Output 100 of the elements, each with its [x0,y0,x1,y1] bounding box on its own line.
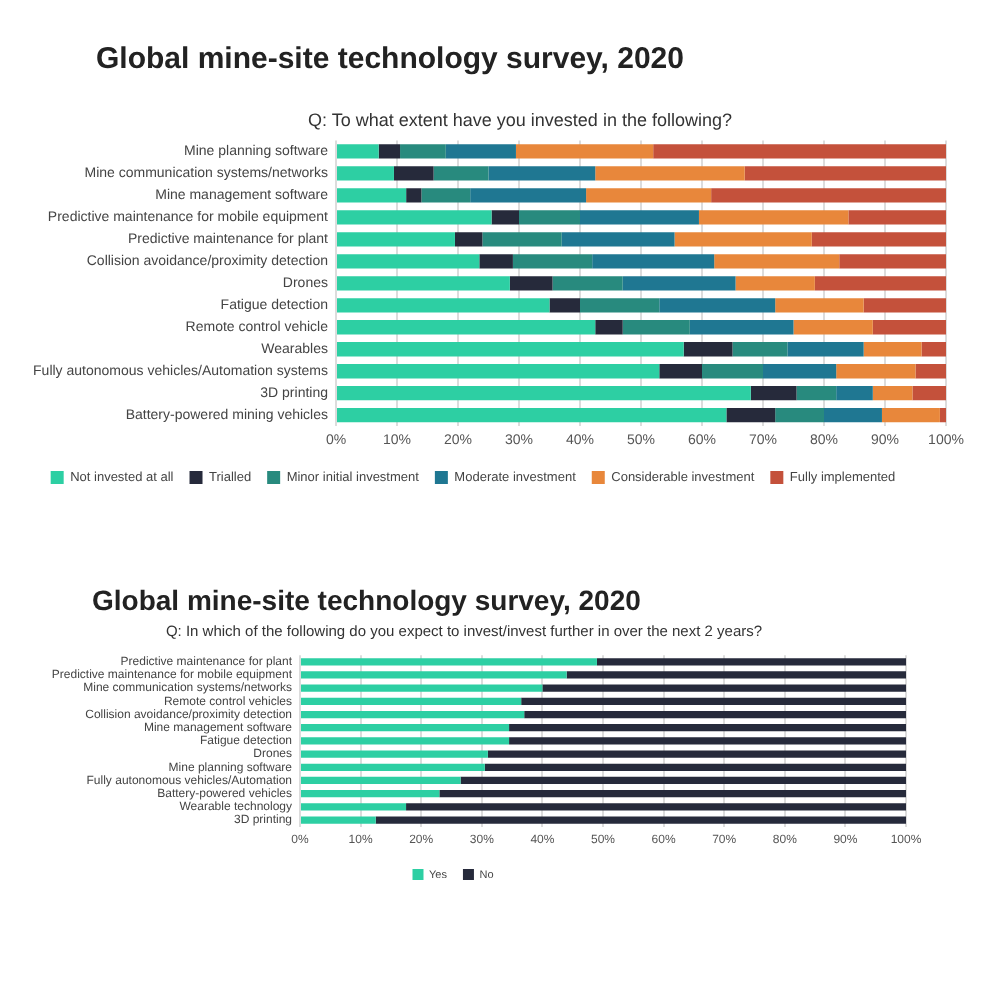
bar [470,188,587,203]
bar [301,750,488,758]
bar [301,684,543,692]
bar [521,697,906,705]
bar [561,232,675,247]
bar [337,210,492,225]
bar [839,254,946,269]
bar [566,671,906,679]
bar [659,364,702,379]
bar [592,254,715,269]
bar [337,144,379,159]
bar [301,803,407,811]
bar [337,276,510,291]
bar [552,276,623,291]
bar [939,408,946,423]
bar [622,276,736,291]
bar [595,166,745,181]
bar [378,144,401,159]
bar [659,298,776,313]
bar [406,803,906,811]
bar [580,298,660,313]
bar [337,364,660,379]
bar [487,750,906,758]
bar [337,320,596,335]
bar [519,210,580,225]
bar [337,232,455,247]
bar [848,210,946,225]
bar [711,188,946,203]
bar [714,254,840,269]
bar [301,763,485,771]
bar [375,816,906,824]
bar [824,408,882,423]
bar [515,144,654,159]
bar [439,790,906,798]
bar [301,671,567,679]
bar [421,188,471,203]
bar [702,364,763,379]
bar [698,210,849,225]
bar [509,737,906,745]
bar [337,188,407,203]
bar [580,210,699,225]
bar [596,658,906,666]
bar [301,658,597,666]
bar [491,210,519,225]
bar [796,386,837,401]
bar [732,342,788,357]
bar [744,166,946,181]
bar [524,710,906,719]
bar [775,408,824,423]
bar [750,386,797,401]
bar [735,276,815,291]
bar [482,232,562,247]
bar [301,776,461,785]
bar [337,408,727,423]
bar [763,364,837,379]
bar [542,684,906,692]
bar [337,254,480,269]
bar [689,320,794,335]
bar [460,776,906,785]
bar [479,254,513,269]
chart-title: Global mine-site technology survey, 2020 [96,42,684,77]
bar [301,710,525,719]
bar [433,166,489,181]
bar [622,320,690,335]
bar [512,254,593,269]
bar [787,342,864,357]
bar [337,386,751,401]
bar [881,408,940,423]
bar [445,144,516,159]
bar [406,188,422,203]
bar [337,298,550,313]
bar [509,276,553,291]
bar [863,342,922,357]
bar [912,386,946,401]
bar [674,232,812,247]
bar [586,188,712,203]
bar [337,342,684,357]
bar [775,298,864,313]
bar [301,790,440,798]
bar [726,408,776,423]
bar [921,342,946,357]
bar [301,737,510,745]
bar [549,298,580,313]
bar [872,386,913,401]
bar [836,386,873,401]
bar [484,763,906,771]
bar [653,144,946,159]
bar [301,724,510,732]
bar [301,816,376,824]
bar [872,320,946,335]
bar [509,724,906,732]
bar [793,320,873,335]
bar [393,166,434,181]
bar [595,320,623,335]
chart-title: Global mine-site technology survey, 2020 [92,584,641,617]
bar [836,364,916,379]
bar [814,276,946,291]
chart-subtitle: Q: To what extent have you invested in the following? [306,110,734,132]
bar [488,166,596,181]
bar [400,144,446,159]
